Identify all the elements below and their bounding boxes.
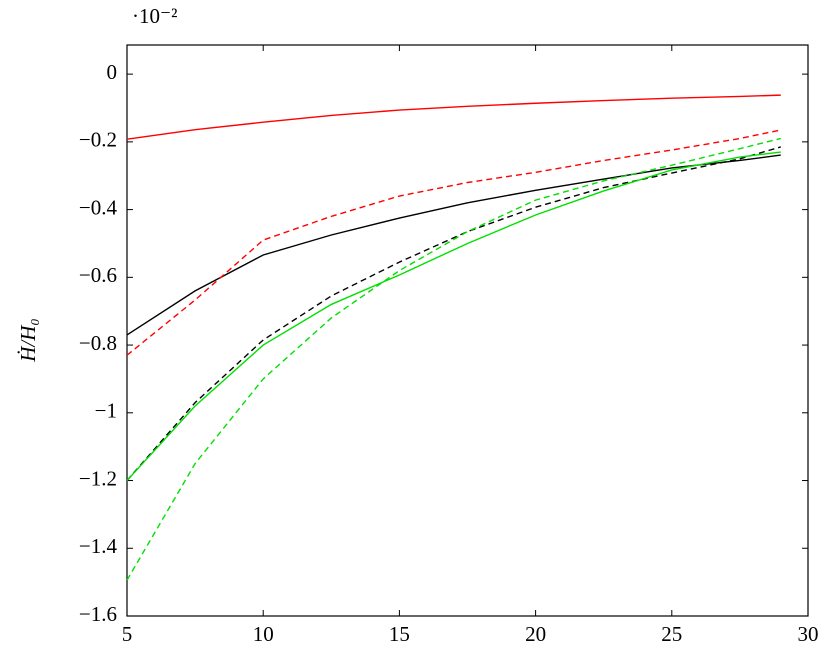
plot-frame — [126, 44, 809, 617]
y-tick-label: −1.6 — [79, 602, 117, 626]
series-line — [126, 154, 781, 336]
y-tick-label: −0.8 — [79, 331, 117, 355]
y-tick-label: −1 — [95, 399, 117, 423]
series-line — [126, 151, 781, 482]
y-tick-label: −0.4 — [79, 195, 118, 219]
x-tick-label: 30 — [798, 622, 819, 646]
y-tick-label: 0 — [107, 60, 118, 84]
x-tick-label: 5 — [122, 622, 133, 646]
y-tick-label: −0.2 — [79, 128, 117, 152]
x-tick-label: 25 — [661, 622, 682, 646]
y-axis-label: Ḣ/H₀ — [16, 318, 40, 362]
series-line — [126, 146, 781, 481]
x-tick-label: 10 — [253, 622, 274, 646]
y-tick-label: −1.2 — [79, 466, 117, 490]
y-tick-label: −1.4 — [79, 534, 118, 558]
series-line — [126, 129, 781, 356]
series-line — [126, 137, 781, 581]
axis-multiplier: ·10⁻² — [132, 4, 177, 28]
y-tick-label: −0.6 — [79, 263, 117, 287]
series-line — [126, 94, 781, 140]
x-tick-label: 20 — [525, 622, 546, 646]
x-tick-label: 15 — [389, 622, 410, 646]
